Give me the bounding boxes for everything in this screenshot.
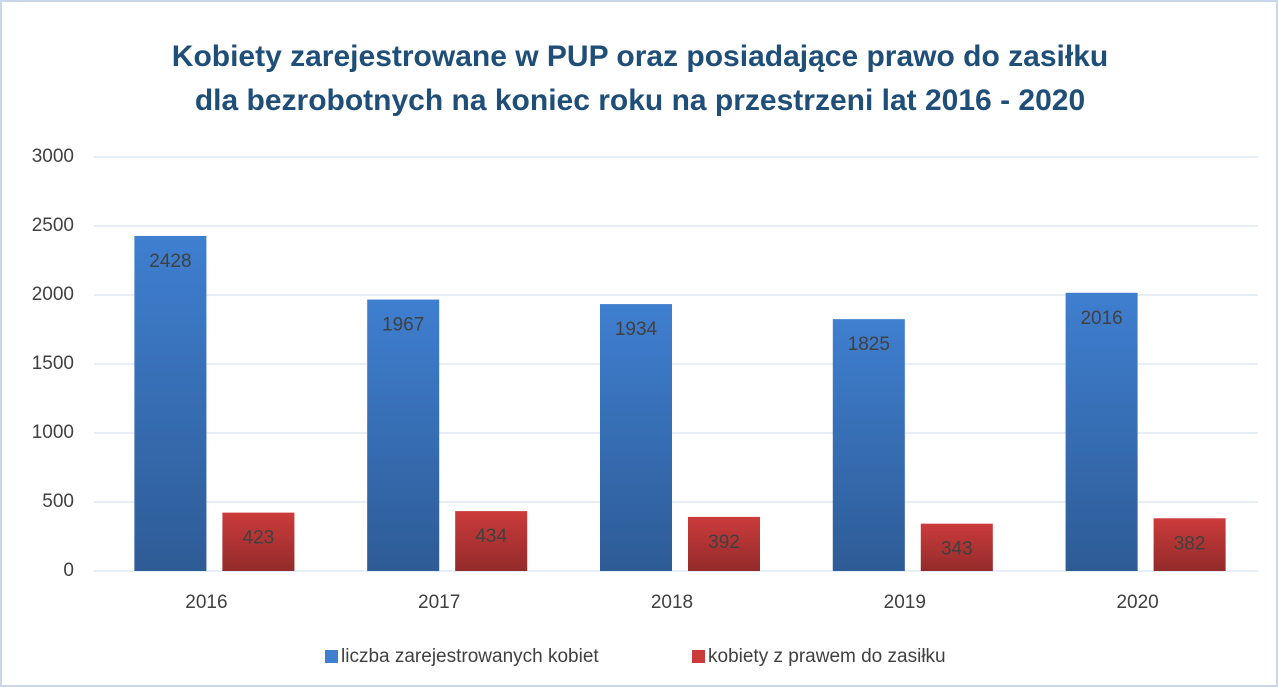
data-label: 423 <box>243 528 275 549</box>
y-tick-label: 500 <box>42 491 74 512</box>
bar-shade <box>688 516 760 571</box>
data-label: 434 <box>475 526 507 547</box>
data-label: 1967 <box>382 315 424 336</box>
bar-shade <box>920 523 993 571</box>
bar-shade <box>222 512 295 571</box>
bar-shade <box>134 235 207 571</box>
data-label: 1934 <box>615 319 658 340</box>
data-label: 392 <box>708 532 740 553</box>
bar-shade <box>1065 292 1138 571</box>
data-label: 382 <box>1174 533 1206 554</box>
x-tick-label: 2019 <box>884 592 926 613</box>
chart-title: dla bezrobotnych na koniec roku na przes… <box>195 84 1085 117</box>
x-tick-label: 2018 <box>651 592 693 613</box>
data-label: 1825 <box>848 334 890 355</box>
y-tick-label: 2000 <box>32 284 74 305</box>
y-tick-label: 3000 <box>32 146 74 167</box>
y-tick-label: 0 <box>63 560 74 581</box>
y-tick-label: 1500 <box>32 353 74 374</box>
y-tick-label: 1000 <box>32 422 74 443</box>
x-tick-label: 2020 <box>1116 592 1158 613</box>
chart-title: Kobiety zarejestrowane w PUP oraz posiad… <box>172 40 1108 73</box>
data-label: 2428 <box>149 251 191 272</box>
x-tick-label: 2016 <box>185 592 227 613</box>
bar-shade <box>455 511 528 571</box>
x-tick-label: 2017 <box>418 592 460 613</box>
data-label: 343 <box>941 539 973 560</box>
legend-label: kobiety z prawem do zasiłku <box>708 646 946 667</box>
y-tick-label: 2500 <box>32 215 74 236</box>
bar-shade <box>600 304 672 571</box>
bar-shade <box>1153 518 1226 571</box>
bar-shade <box>367 299 440 571</box>
bar-shade <box>832 319 905 571</box>
legend-label: liczba zarejestrowanych kobiet <box>341 646 599 667</box>
legend-swatch <box>692 650 705 663</box>
legend-swatch <box>325 650 338 663</box>
data-label: 2016 <box>1080 308 1122 329</box>
